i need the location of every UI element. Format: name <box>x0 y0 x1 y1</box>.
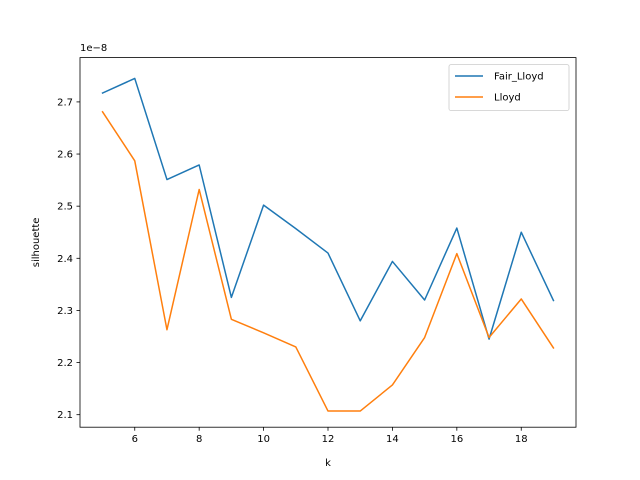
y-offset-text: 1e−8 <box>80 43 107 54</box>
y-tick-label: 2.5 <box>57 202 73 213</box>
legend: Fair_Lloyd Lloyd <box>448 64 570 111</box>
y-tick-label: 2.2 <box>57 358 73 369</box>
x-tick-label: 10 <box>257 434 270 445</box>
y-axis-label: silhouette <box>31 218 42 268</box>
y-tick-label: 2.7 <box>57 97 73 108</box>
x-tick-label: 14 <box>386 434 399 445</box>
lines-layer <box>101 77 555 412</box>
x-tick-label: 6 <box>132 434 138 445</box>
x-tick-label: 16 <box>450 434 463 445</box>
series-line-lloyd <box>101 110 555 412</box>
y-tick-label: 2.6 <box>57 150 73 161</box>
ticks-layer: 6 8 10 12 14 16 18 2.1 2.2 2.3 2.4 2.5 2.6 2.7 <box>57 97 528 445</box>
y-tick-label: 2.1 <box>57 410 73 421</box>
y-tick-label: 2.4 <box>57 254 73 265</box>
x-tick-label: 8 <box>196 434 202 445</box>
series-line-fair-lloyd <box>101 77 555 340</box>
y-tick-label: 2.3 <box>57 306 73 317</box>
x-tick-label: 12 <box>322 434 335 445</box>
plot-area-frame <box>79 57 577 428</box>
x-axis-label: k <box>325 458 331 469</box>
legend-label-lloyd: Lloyd <box>494 93 521 104</box>
x-tick-label: 18 <box>515 434 528 445</box>
legend-label-fair-lloyd: Fair_Lloyd <box>494 72 544 83</box>
